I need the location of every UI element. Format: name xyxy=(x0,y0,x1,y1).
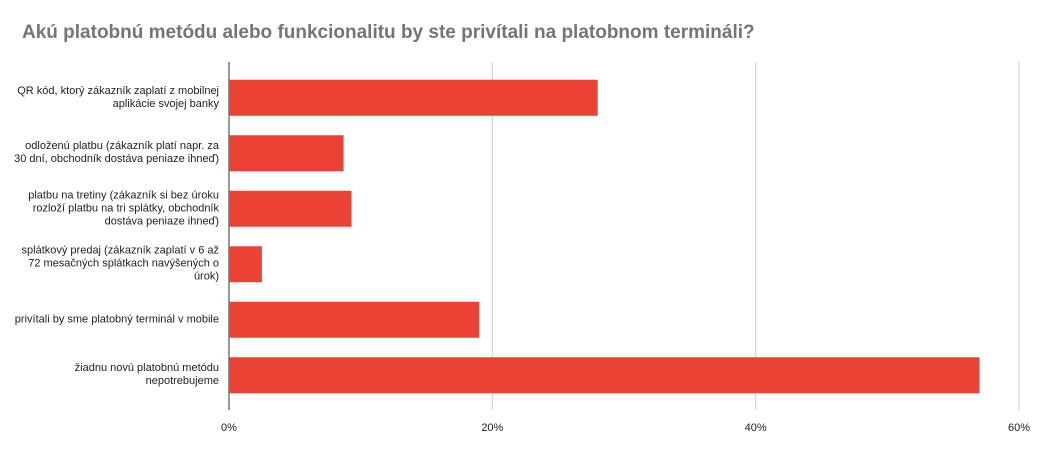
y-tick-label: QR kód, ktorý zákazník zaplatí z mobilne… xyxy=(17,84,219,110)
y-tick-label: splátkový predaj (zákazník zaplatí v 6 a… xyxy=(21,244,219,283)
bar xyxy=(229,357,980,394)
chart-title: Akú platobnú metódu alebo funkcionalitu … xyxy=(22,22,755,43)
bar xyxy=(229,135,344,172)
x-tick-label: 40% xyxy=(745,422,767,434)
y-tick-label: privítali by sme platobný terminál v mob… xyxy=(14,313,219,326)
y-tick-label: odloženú platbu (zákazník platí napr. za… xyxy=(14,140,219,166)
bar xyxy=(229,301,480,338)
y-tick-label: žiadnu novú platobnú metódu nepotrebujem… xyxy=(74,362,219,388)
bar xyxy=(229,79,598,116)
x-tick-label: 20% xyxy=(481,422,503,434)
bar xyxy=(229,190,352,227)
bar xyxy=(229,246,262,283)
x-tick-label: 0% xyxy=(221,422,237,434)
x-tick-label: 60% xyxy=(1008,422,1030,434)
y-tick-label: platbu na tretiny (zákazník si bez úroku… xyxy=(28,189,219,228)
